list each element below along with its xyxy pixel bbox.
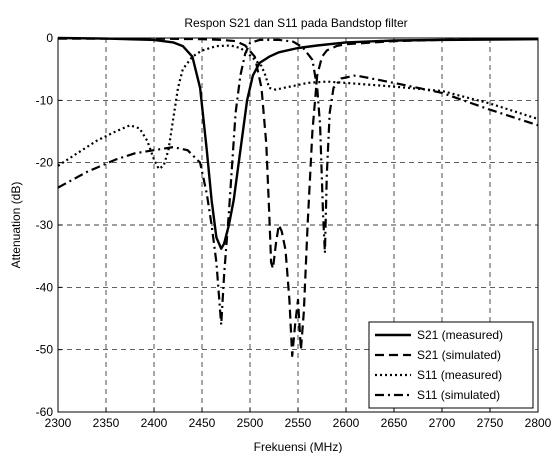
y-axis-label: Attenuation (dB) (9, 182, 23, 269)
y-tick-label: -10 (36, 93, 54, 107)
y-tick-label: -30 (36, 218, 54, 232)
y-tick-label: -40 (36, 280, 54, 294)
x-tick-label: 2500 (237, 416, 264, 430)
y-tick-label: -60 (36, 405, 54, 419)
x-tick-label: 2300 (45, 416, 72, 430)
legend-box (368, 321, 534, 409)
x-tick-label: 2600 (333, 416, 360, 430)
chart-title: Respon S21 dan S11 pada Bandstop filter (184, 16, 407, 30)
axis-ticks: 2300 2350 2400 2450 2500 2550 2600 2650 2700 2750… (36, 31, 552, 430)
x-axis-label: Frekuensi (MHz) (254, 440, 343, 453)
series-line-2 (58, 37, 539, 357)
y-tick-label: -50 (36, 343, 54, 357)
x-tick-label: 2400 (141, 416, 168, 430)
series-line-1 (57, 36, 539, 250)
legend-entry-label: S11 (measured) (417, 368, 502, 382)
x-tick-label: 2550 (285, 416, 312, 430)
legend-entry-label: S11 (simulated) (417, 388, 500, 402)
legend-entry-label: S21 (simulated) (417, 348, 501, 362)
legend-entry-label: S21 (measured) (417, 328, 503, 342)
y-tick-label: -20 (36, 156, 54, 170)
series-lines (57, 36, 539, 357)
x-tick-label: 2650 (381, 416, 408, 430)
x-tick-label: 2750 (477, 416, 504, 430)
y-tick-label: 0 (46, 31, 53, 45)
legend: S21 (measured) S21 (simulated) S11 (measur… (368, 321, 534, 409)
x-tick-label: 2350 (93, 416, 120, 430)
x-tick-label: 2450 (189, 416, 216, 430)
series-line-4 (57, 38, 539, 326)
x-tick-label: 2700 (429, 416, 456, 430)
series-line-3 (57, 44, 539, 170)
x-tick-label: 2800 (525, 416, 552, 430)
